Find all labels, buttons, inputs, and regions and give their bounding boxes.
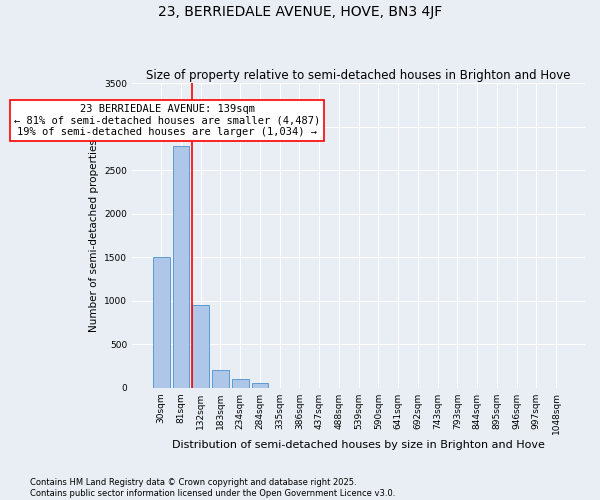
Bar <box>173 146 190 388</box>
Title: Size of property relative to semi-detached houses in Brighton and Hove: Size of property relative to semi-detach… <box>146 69 571 82</box>
X-axis label: Distribution of semi-detached houses by size in Brighton and Hove: Distribution of semi-detached houses by … <box>172 440 545 450</box>
Text: Contains HM Land Registry data © Crown copyright and database right 2025.
Contai: Contains HM Land Registry data © Crown c… <box>30 478 395 498</box>
Text: 23 BERRIEDALE AVENUE: 139sqm
← 81% of semi-detached houses are smaller (4,487)
1: 23 BERRIEDALE AVENUE: 139sqm ← 81% of se… <box>14 104 320 137</box>
Bar <box>232 379 248 388</box>
Bar <box>193 305 209 388</box>
Bar <box>212 370 229 388</box>
Text: 23, BERRIEDALE AVENUE, HOVE, BN3 4JF: 23, BERRIEDALE AVENUE, HOVE, BN3 4JF <box>158 5 442 19</box>
Bar <box>251 383 268 388</box>
Y-axis label: Number of semi-detached properties: Number of semi-detached properties <box>89 139 99 332</box>
Bar <box>153 257 170 388</box>
